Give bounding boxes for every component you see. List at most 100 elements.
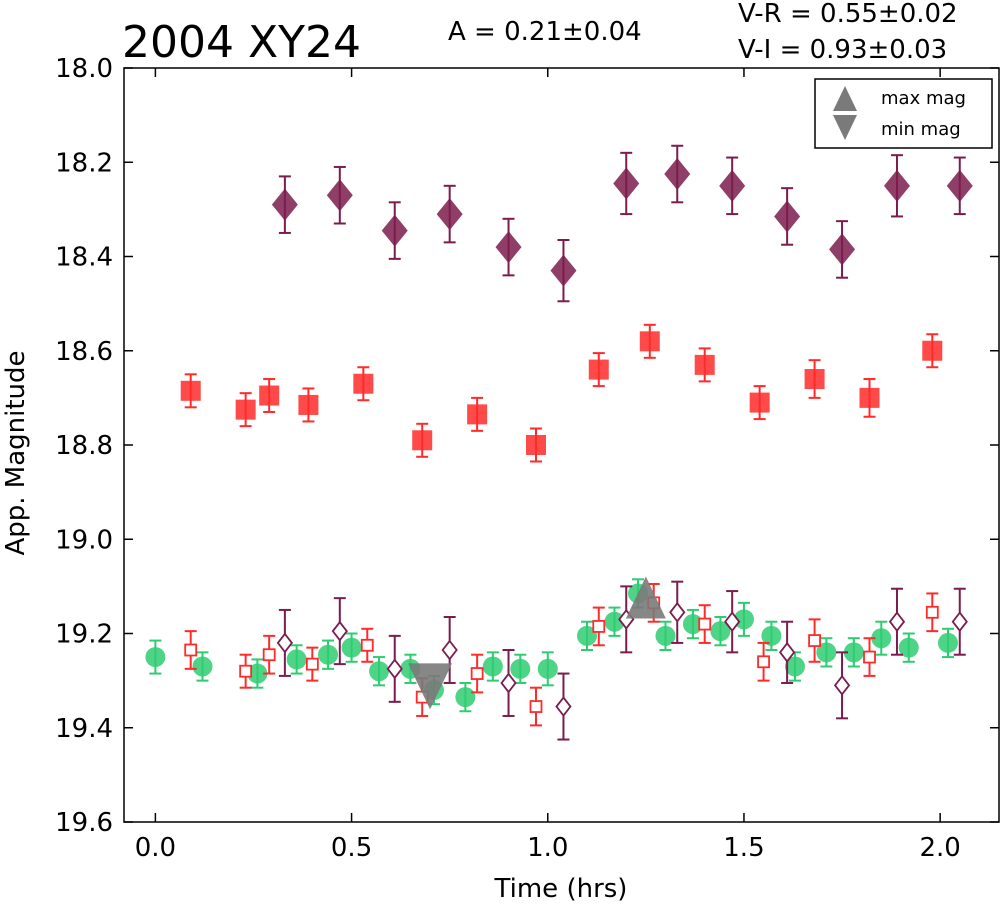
data-point [613,167,640,200]
series-r-band-open-square [184,583,939,727]
data-point [262,648,276,662]
data-point [588,359,609,380]
data-point [871,628,892,649]
data-point [951,611,968,633]
data-point [276,632,294,654]
data-point [898,637,919,658]
data-point [305,657,319,671]
axis-ticks [124,67,999,823]
series-i-band-filled-diamond [271,144,973,303]
data-point [455,687,476,708]
data-point [495,231,522,264]
data-point [922,340,943,361]
axis-tick-labels: 0.0 0.5 1.0 1.5 2.0 18.0 18.2 18.4 18.6 18.8 19.0 1… [55,54,961,863]
data-point [925,605,939,619]
data-point [946,169,973,202]
x-axis-label: Time (hrs) [494,874,628,904]
data-point [353,373,374,394]
data-point [694,354,715,375]
data-point [592,620,606,633]
data-point [381,214,408,247]
data-point [761,625,782,646]
y-tick-label: 18.2 [55,148,113,178]
amplitude-label: A = 0.21±0.04 [448,17,642,47]
y-tick-label: 19.0 [55,525,113,555]
x-tick-label: 0.0 [135,833,176,863]
x-tick-label: 1.0 [527,833,568,863]
data-point [326,179,353,212]
y-tick-label: 18.8 [55,431,113,461]
legend-max-mag-label: max mag [881,88,966,109]
color-index-vi: V-I = 0.93±0.03 [738,35,947,65]
data-marks [145,144,973,741]
data-point [757,655,770,669]
data-point [341,637,362,658]
legend-min-mag-marker [833,115,857,140]
data-point [192,656,213,677]
data-point [604,611,625,632]
series-v-band-circle [145,578,958,713]
data-point [639,331,660,352]
data-point [239,664,253,678]
data-point [724,611,741,633]
data-point [682,614,703,635]
data-point [774,200,801,233]
data-point [669,601,686,623]
data-point [816,642,837,663]
legend-max-mag-marker [833,86,857,111]
data-point [184,643,198,657]
data-point [482,656,503,677]
data-point [577,625,598,646]
data-point [749,392,770,413]
data-point [331,620,348,642]
data-point [859,387,880,408]
data-point [719,169,746,202]
data-point [441,639,458,661]
data-point [778,641,796,663]
data-point [733,609,754,630]
color-index-vr: V-R = 0.55±0.02 [738,0,958,29]
data-point [525,435,546,455]
x-tick-label: 2.0 [919,833,960,863]
data-point [550,254,577,287]
data-point [833,674,851,696]
data-point [808,634,821,647]
data-point [804,369,825,390]
data-point [386,658,403,680]
data-point [655,625,676,646]
data-point [698,617,712,631]
y-tick-label: 19.6 [55,808,113,838]
series-i-band-open-diamond [276,580,968,741]
chart-title: 2004 XY24 [122,17,361,68]
data-point [235,399,256,420]
data-point [829,233,856,266]
data-point [500,672,517,694]
data-point [467,404,488,425]
data-point [271,188,298,221]
data-point [247,663,268,684]
data-point [784,656,805,677]
x-tick-label: 0.5 [331,833,372,863]
y-tick-label: 19.4 [55,714,113,744]
data-point [360,638,374,652]
data-point [937,632,958,653]
data-point [369,661,390,682]
data-point [180,380,201,401]
data-point [843,642,864,663]
data-point [664,158,691,191]
y-tick-label: 18.0 [55,54,113,84]
data-point [510,658,531,679]
data-point [555,696,572,718]
y-tick-label: 19.2 [55,620,113,650]
data-point [259,385,280,406]
data-point [529,700,543,713]
data-point [436,198,463,231]
y-tick-label: 18.6 [55,337,113,367]
data-point [318,644,339,665]
data-point [537,658,558,679]
legend-min-mag-label: min mag [881,119,961,140]
max-mag-marker [625,576,666,619]
x-tick-label: 1.5 [723,833,764,863]
data-point [298,394,319,415]
